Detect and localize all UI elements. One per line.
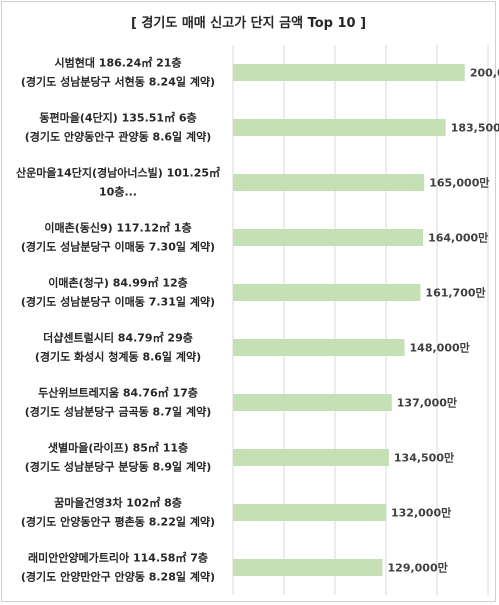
category-labels: 시범현대 186.24㎡ 21층 (경기도 성남분당구 서현동 8.24일 계약)… [16,56,220,584]
category-label-line1: 더샵센트럴시티 84.79㎡ 29층 [43,331,193,345]
data-label: 183,500만 [451,121,499,135]
bar [233,504,386,521]
category-label-line1: 이매촌(청구) 84.99㎡ 12층 [48,276,188,290]
category-label-line1: 산운마을14단지(경남아너스빌) 101.25㎡ [16,166,220,180]
category-label-line2: (경기도 안양동안구 평촌동 8.22일 계약) [21,515,215,529]
category-label-line1: 동편마을(4단지) 135.51㎡ 6층 [39,111,196,125]
bar [233,174,425,191]
category-label-line2: (경기도 성남분당구 서현동 8.24일 계약) [21,75,215,89]
category-label-line1: 시범현대 186.24㎡ 21층 [54,56,181,70]
bar [233,339,405,356]
category-label-line1: 래미안안양메가트리아 114.58㎡ 7층 [28,551,208,565]
category-label-line2: (경기도 화성시 청계동 8.6일 계약) [35,350,201,364]
bars [233,64,465,576]
bar [233,64,465,81]
category-label-line2: (경기도 성남분당구 이매동 7.30일 계약) [21,240,215,254]
category-label-line1: 샛별마을(라이프) 85㎡ 11층 [48,441,188,455]
bar [233,119,446,136]
bar [233,394,392,411]
category-label-line1: 이매촌(동신9) 117.12㎡ 1층 [44,221,191,235]
data-label: 129,000만 [388,561,448,575]
category-label-line2: (경기도 안양동안구 관양동 8.6일 계약) [25,130,212,144]
data-label: 134,500만 [394,451,454,465]
data-labels: 200,000만 183,500만 165,000만 164,000만 161,700만… [388,66,499,575]
category-label-line1: 두산위브트레지움 84.76㎡ 17층 [38,386,198,400]
data-label: 148,000만 [410,341,470,355]
data-label: 165,000만 [429,176,489,190]
data-label: 132,000만 [391,506,451,520]
bar [233,449,389,466]
category-label-line2: 10층... [99,185,137,199]
bar [233,559,383,576]
grid-lines [232,45,489,595]
category-label-line2: (경기도 안양만안구 안양동 8.28일 계약) [21,570,215,584]
data-label: 161,700만 [425,286,485,300]
bar [233,229,424,246]
data-label: 164,000만 [428,231,488,245]
category-label-line2: (경기도 성남분당구 금곡동 8.7일 계약) [25,405,212,419]
category-label-line2: (경기도 성남분당구 분당동 8.9일 계약) [25,460,212,474]
data-label: 137,000만 [397,396,457,410]
data-label: 200,000만 [470,66,499,80]
category-label-line2: (경기도 성남분당구 이매동 7.31일 계약) [21,295,215,309]
bar [233,284,421,301]
chart-title: [ 경기도 매매 신고가 단지 금액 Top 10 ] [130,16,367,31]
category-label-line1: 꿈마을건영3차 102㎡ 8층 [54,496,182,510]
